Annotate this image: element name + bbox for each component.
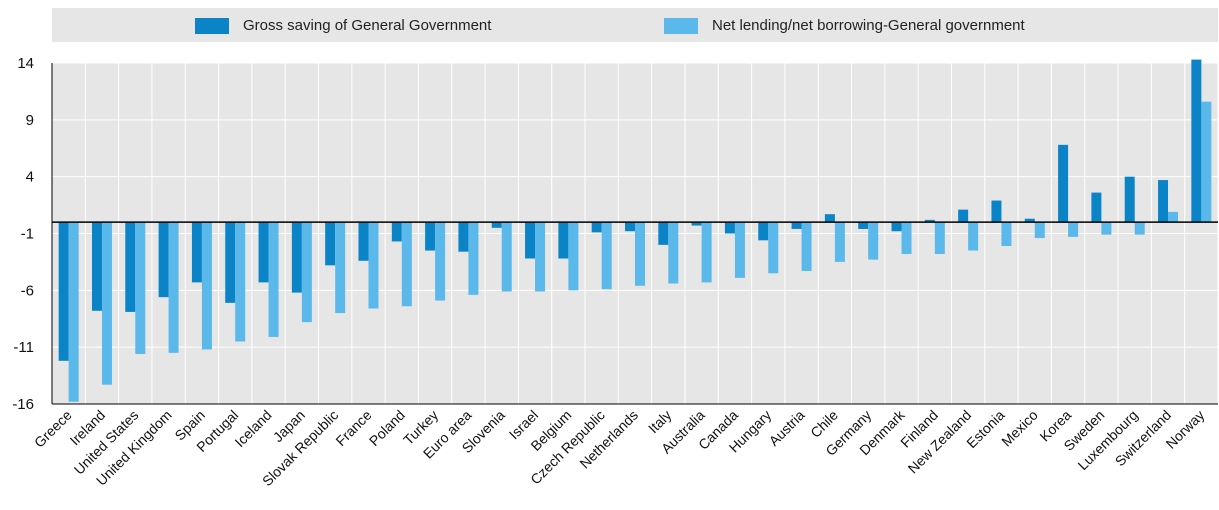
bar-net-lending xyxy=(1001,222,1012,247)
x-tick-label: Iceland xyxy=(231,407,274,450)
bar-net-lending xyxy=(1201,101,1212,223)
bar-net-lending xyxy=(601,222,612,290)
bar-gross-saving xyxy=(858,222,869,229)
chart-legend: Gross saving of General Government Net l… xyxy=(52,8,1218,42)
bar-net-lending xyxy=(468,222,479,295)
bar-gross-saving xyxy=(658,222,669,245)
legend-item-net-lending: Net lending/net borrowing-General govern… xyxy=(664,17,1025,34)
bar-gross-saving xyxy=(891,222,902,232)
bar-net-lending xyxy=(235,222,246,342)
bar-gross-saving xyxy=(258,222,269,283)
bar-net-lending xyxy=(135,222,146,354)
bar-gross-saving xyxy=(58,222,69,361)
bar-net-lending xyxy=(168,222,179,353)
bar-gross-saving xyxy=(758,222,769,241)
y-tick-label: 4 xyxy=(26,169,34,186)
bar-gross-saving xyxy=(625,222,635,232)
bar-net-lending xyxy=(435,222,446,301)
bar-gross-saving xyxy=(1024,218,1035,223)
bar-net-lending xyxy=(868,222,879,260)
bar-gross-saving xyxy=(458,222,469,252)
bar-gross-saving xyxy=(924,219,935,223)
bar-gross-saving xyxy=(1058,144,1069,223)
bar-net-lending xyxy=(368,222,379,309)
bar-gross-saving xyxy=(991,200,1002,223)
bar-gross-saving xyxy=(1124,176,1135,223)
bar-net-lending xyxy=(335,222,346,314)
bar-gross-saving xyxy=(591,222,602,233)
bar-net-lending xyxy=(535,222,546,292)
legend-label-gross-saving: Gross saving of General Government xyxy=(243,17,492,34)
bar-net-lending xyxy=(834,222,845,262)
x-tick-label: Mexico xyxy=(998,407,1041,450)
bar-net-lending xyxy=(268,222,279,337)
legend-label-net-lending: Net lending/net borrowing-General govern… xyxy=(712,17,1025,34)
bar-gross-saving xyxy=(791,222,802,229)
bar-gross-saving xyxy=(191,222,202,283)
bar-net-lending xyxy=(568,222,579,291)
bar-gross-saving xyxy=(291,222,302,293)
bar-net-lending xyxy=(1134,222,1145,235)
bar-net-lending xyxy=(635,222,645,286)
legend-item-gross-saving: Gross saving of General Government xyxy=(195,17,491,34)
bar-gross-saving xyxy=(1158,180,1169,223)
y-tick-label: -16 xyxy=(12,396,34,413)
x-tick-label: Poland xyxy=(366,407,408,449)
y-tick-label: 14 xyxy=(17,55,34,72)
bar-net-lending xyxy=(68,222,79,402)
bar-gross-saving xyxy=(425,222,436,251)
bar-net-lending xyxy=(734,222,745,278)
bar-gross-saving xyxy=(525,222,536,259)
bar-net-lending xyxy=(201,222,212,350)
y-tick-label: -6 xyxy=(21,282,34,299)
y-tick-label: -1 xyxy=(21,226,34,243)
bar-net-lending xyxy=(101,222,112,385)
y-tick-label: -11 xyxy=(13,339,34,356)
x-tick-label: Greece xyxy=(31,407,75,451)
bar-gross-saving xyxy=(1191,59,1202,223)
bar-net-lending xyxy=(1168,211,1179,223)
bar-net-lending xyxy=(801,222,812,272)
x-tick-label: France xyxy=(332,407,374,449)
bar-net-lending xyxy=(1068,222,1079,237)
bar-gross-saving xyxy=(158,222,169,298)
bar-gross-saving xyxy=(824,214,835,223)
bar-net-lending xyxy=(934,222,945,254)
bar-gross-saving xyxy=(1091,192,1102,223)
bar-gross-saving xyxy=(91,222,102,311)
bar-net-lending xyxy=(968,222,979,251)
x-tick-label: Estonia xyxy=(963,407,1007,451)
bar-net-lending xyxy=(501,222,512,292)
y-tick-label: 9 xyxy=(26,112,34,129)
bar-net-lending xyxy=(668,222,679,284)
x-tick-label: Austria xyxy=(766,407,808,449)
bar-gross-saving xyxy=(125,222,136,312)
bar-net-lending xyxy=(401,222,412,307)
legend-swatch-gross-saving xyxy=(195,17,229,34)
bar-net-lending xyxy=(701,222,712,283)
bar-gross-saving xyxy=(491,222,502,228)
bar-gross-saving xyxy=(691,222,702,226)
bar-gross-saving xyxy=(225,222,236,303)
bar-gross-saving xyxy=(391,222,402,242)
bar-gross-saving xyxy=(724,222,735,234)
bar-net-lending xyxy=(768,222,779,274)
bar-net-lending xyxy=(301,222,312,323)
bar-net-lending xyxy=(1101,222,1112,235)
legend-swatch-net-lending xyxy=(664,17,698,34)
bar-net-lending xyxy=(901,222,912,254)
bar-gross-saving xyxy=(958,209,969,223)
bar-gross-saving xyxy=(558,222,569,259)
bar-gross-saving xyxy=(325,222,336,266)
bar-gross-saving xyxy=(358,222,369,261)
bar-net-lending xyxy=(1034,222,1045,239)
